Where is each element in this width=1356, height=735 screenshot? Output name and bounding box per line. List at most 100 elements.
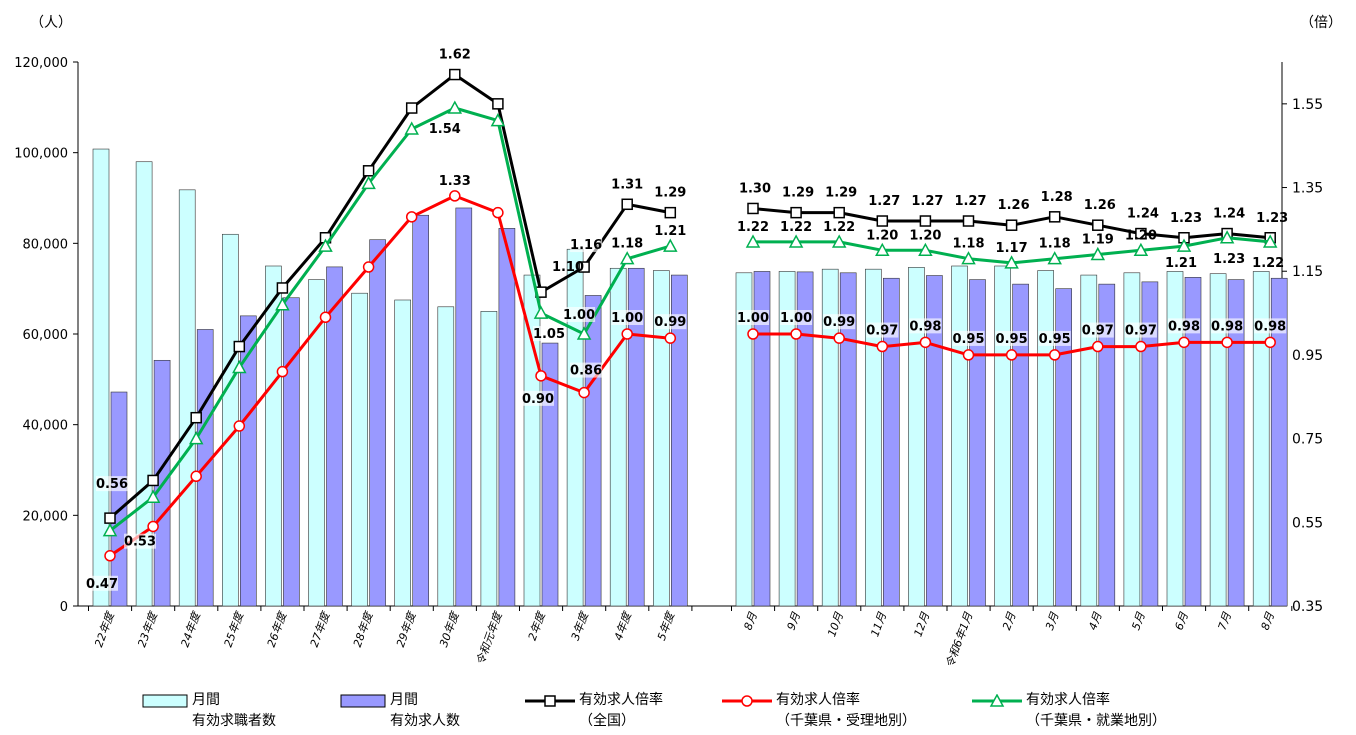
x-tick-label: 令和元年度 xyxy=(474,609,506,667)
bar-job-openings xyxy=(541,342,559,607)
x-tick-label: 7月 xyxy=(1216,610,1235,632)
data-label: 1.27 xyxy=(911,194,943,209)
line-chiba-workplace-point xyxy=(232,359,247,374)
bar-job-seekers xyxy=(135,161,153,607)
line-chiba-workplace-point xyxy=(275,297,290,311)
line-chiba-workplace-point xyxy=(619,251,635,265)
data-label-bg xyxy=(1124,322,1157,338)
line-chiba-accepted-point xyxy=(664,332,677,344)
line-chiba-workplace-point xyxy=(576,326,592,340)
data-label: 1.19 xyxy=(1082,232,1114,247)
bar-job-openings xyxy=(240,315,257,607)
bar-job-seekers xyxy=(1123,272,1141,607)
data-label: 0.97 xyxy=(1125,324,1157,339)
line-national-point xyxy=(1048,211,1061,223)
line-chiba-accepted-point xyxy=(276,365,289,378)
data-label-bg xyxy=(952,330,985,346)
x-tick-label: 8月 xyxy=(1259,610,1278,632)
data-label: 1.23 xyxy=(1256,211,1288,226)
legend-label-job-seekers-2: 有効求職者数 xyxy=(192,713,276,729)
data-label: 1.00 xyxy=(611,311,643,326)
data-label-bg xyxy=(1254,318,1287,334)
left-tick-label: 100,000 xyxy=(14,147,68,162)
right-tick-label: 1.55 xyxy=(1292,97,1323,113)
line-chiba-accepted-point xyxy=(147,520,159,533)
data-label: 0.86 xyxy=(570,364,602,379)
line-national-point xyxy=(1092,219,1104,231)
data-label: 1.24 xyxy=(1127,207,1159,222)
line-national-point xyxy=(233,340,246,353)
legend-label-job-openings-1: 月間 xyxy=(390,692,418,708)
line-chiba-accepted-point xyxy=(1221,336,1233,349)
bar-job-seekers xyxy=(735,272,753,607)
legend-label-ratio-national-1: 有効求人倍率 xyxy=(579,692,663,708)
x-tick-label: 23年度 xyxy=(135,609,160,649)
data-label-bg xyxy=(737,310,769,325)
bar-job-openings xyxy=(753,271,771,607)
line-chiba-workplace-point xyxy=(533,305,549,319)
bar-job-seekers xyxy=(265,265,282,607)
data-label: 1.62 xyxy=(439,48,471,63)
line-chiba-workplace-point xyxy=(663,238,678,252)
legend-label-job-openings-2: 有効求人数 xyxy=(390,713,460,729)
data-label: 1.27 xyxy=(868,194,900,209)
bar-job-seekers xyxy=(908,267,925,607)
line-chiba-workplace-point xyxy=(1219,230,1235,244)
line-chiba-accepted-point xyxy=(319,311,332,324)
line-national-point xyxy=(276,282,289,294)
line-chiba-accepted-point xyxy=(578,386,590,399)
data-label: 1.17 xyxy=(996,241,1028,256)
x-tick-label: 12月 xyxy=(911,610,932,639)
data-label: 1.18 xyxy=(1039,237,1071,252)
data-label: 1.18 xyxy=(952,237,984,252)
lines xyxy=(102,68,1278,562)
line-chiba-workplace-point xyxy=(961,251,976,265)
bar-job-openings xyxy=(1141,281,1159,607)
data-label-bg xyxy=(570,237,603,253)
line-national-point xyxy=(104,512,116,524)
left-axis-unit: （人） xyxy=(30,15,72,31)
bar-job-openings xyxy=(1098,283,1116,607)
bar-job-seekers xyxy=(437,306,455,607)
data-label: 0.47 xyxy=(86,577,118,592)
left-tick-label: 80,000 xyxy=(23,237,69,252)
x-tick-label: 11月 xyxy=(868,610,889,639)
data-label-bg xyxy=(995,330,1028,346)
line-chiba-accepted-point xyxy=(535,370,547,382)
line-chiba-workplace-point xyxy=(1176,238,1192,252)
bar-job-seekers xyxy=(1037,270,1054,607)
bar-job-openings xyxy=(627,267,645,607)
left-tick-label: 120,000 xyxy=(14,56,68,71)
x-tick-label: 3月 xyxy=(1043,610,1062,632)
legend-swatch-ratio-chiba-workplace xyxy=(972,694,1022,707)
bar-job-openings xyxy=(584,295,602,607)
line-national-point xyxy=(876,215,889,227)
data-label: 0.98 xyxy=(1168,319,1200,334)
line-chiba-accepted xyxy=(109,194,671,558)
data-label-bg xyxy=(909,318,942,334)
bar-job-openings xyxy=(1227,279,1245,607)
line-chiba-accepted-point xyxy=(621,328,633,340)
bar-job-openings xyxy=(1184,277,1202,607)
line-chiba-accepted-point xyxy=(1135,340,1147,353)
bar-job-openings xyxy=(412,214,430,607)
x-tick-label: 8月 xyxy=(741,610,760,632)
bar-job-seekers xyxy=(92,148,110,607)
line-chiba-workplace-point xyxy=(745,234,761,248)
x-tick-label: 5年度 xyxy=(655,609,678,643)
line-national-point xyxy=(962,215,975,227)
chart: 0 20,000 40,000 60,000 80,000 100,000 120,000 0… xyxy=(14,48,1323,670)
right-tick-label: 0.75 xyxy=(1292,432,1323,448)
line-chiba-workplace-point xyxy=(1262,234,1278,248)
data-label: 0.97 xyxy=(866,324,898,339)
data-label-bg xyxy=(654,314,687,330)
x-tick-label: 29年度 xyxy=(394,609,419,649)
data-label-bg xyxy=(1168,318,1200,334)
data-label-bg xyxy=(522,390,554,406)
line-chiba-accepted-point xyxy=(190,470,202,483)
x-tick-label: 5月 xyxy=(1129,610,1148,632)
data-label: 1.21 xyxy=(1165,256,1197,271)
data-label: 0.53 xyxy=(124,535,156,550)
line-chiba-workplace-point xyxy=(490,113,506,127)
line-national-point xyxy=(190,411,202,424)
